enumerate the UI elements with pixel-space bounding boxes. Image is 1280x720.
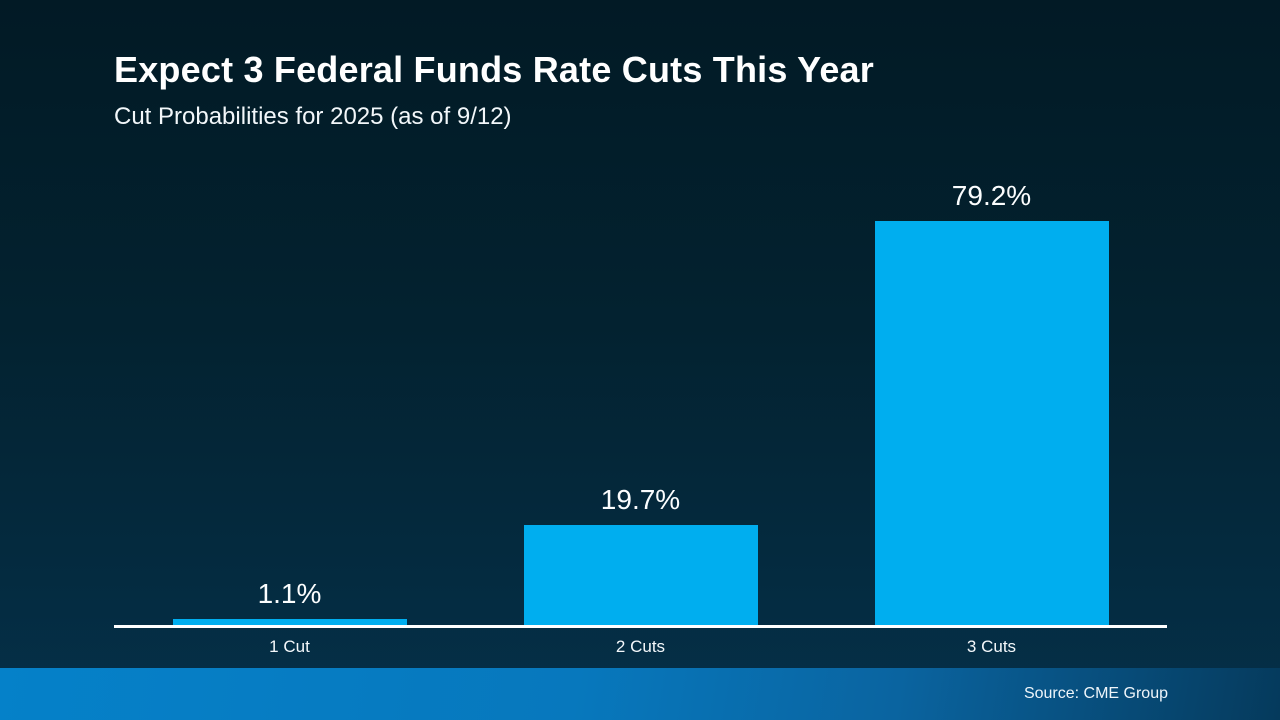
x-axis-labels: 1 Cut 2 Cuts 3 Cuts (114, 637, 1167, 657)
bar-group-3-cuts: 79.2% (816, 160, 1167, 625)
bar-chart-plot-area: 1.1% 19.7% 79.2% (114, 160, 1167, 625)
x-axis-baseline (114, 625, 1167, 628)
bar-value-label-3-cuts: 79.2% (951, 180, 1032, 211)
bar-group-2-cuts: 19.7% (465, 160, 816, 625)
page-title: Expect 3 Federal Funds Rate Cuts This Ye… (114, 49, 874, 90)
x-axis-label-1-cut: 1 Cut (269, 637, 310, 656)
x-axis-label-3-cuts: 3 Cuts (966, 637, 1017, 656)
bar-2-cuts (523, 524, 758, 625)
bar-1-cut (172, 619, 407, 625)
source-credit: Source: CME Group (1023, 685, 1168, 702)
bar-group-1-cut: 1.1% (114, 160, 465, 625)
footer-bar: Source: CME Group (0, 668, 1280, 720)
page-subtitle: Cut Probabilities for 2025 (as of 9/12) (114, 102, 512, 130)
x-axis-label-2-cuts: 2 Cuts (615, 637, 666, 656)
chart-header: Expect 3 Federal Funds Rate Cuts This Ye… (114, 50, 874, 131)
bar-value-label-2-cuts: 19.7% (600, 483, 681, 515)
bar-value-label-1-cut: 1.1% (257, 578, 322, 610)
bar-3-cuts (874, 221, 1109, 625)
